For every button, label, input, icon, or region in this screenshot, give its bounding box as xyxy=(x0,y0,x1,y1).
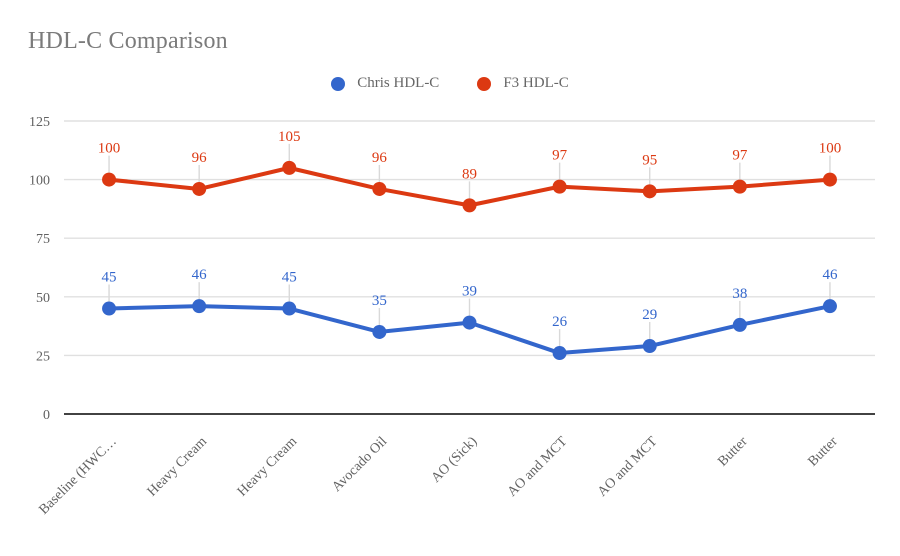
legend-label-f3: F3 HDL-C xyxy=(503,75,569,91)
legend-marker-f3-icon xyxy=(477,76,492,91)
chart-title: HDL-C Comparison xyxy=(28,28,228,54)
point-value-label: 100 xyxy=(98,141,121,157)
point-value-label: 100 xyxy=(819,141,842,157)
data-point-f3-hdl-c-4[interactable] xyxy=(462,198,477,213)
data-point-chris-hdl-c-0[interactable] xyxy=(102,301,117,316)
point-value-label: 29 xyxy=(642,307,657,323)
point-value-label: 35 xyxy=(372,293,387,309)
y-axis-tick-label: 125 xyxy=(29,115,50,130)
legend-label-chris: Chris HDL-C xyxy=(357,75,440,91)
data-point-f3-hdl-c-8[interactable] xyxy=(822,172,837,187)
y-axis-tick-label: 0 xyxy=(43,408,50,423)
data-point-f3-hdl-c-7[interactable] xyxy=(732,179,747,194)
point-value-label: 45 xyxy=(102,270,117,286)
data-point-f3-hdl-c-2[interactable] xyxy=(282,160,297,175)
x-axis-category-label: Avocado Oil xyxy=(329,434,390,495)
data-point-f3-hdl-c-0[interactable] xyxy=(102,172,117,187)
point-value-label: 39 xyxy=(462,284,477,300)
data-point-f3-hdl-c-1[interactable] xyxy=(192,181,207,196)
x-axis-category-label: AO (Sick) xyxy=(429,434,481,486)
legend-marker-chris-icon xyxy=(331,76,346,91)
legend-item-f3-hdl-c[interactable]: F3 HDL-C xyxy=(477,75,569,92)
point-value-label: 46 xyxy=(822,267,838,283)
x-axis-category-label: Heavy Cream xyxy=(235,434,300,499)
data-point-chris-hdl-c-2[interactable] xyxy=(282,301,297,316)
x-axis-category-label: Butter xyxy=(715,434,751,470)
x-axis-category-label: Butter xyxy=(805,434,841,470)
point-value-label: 97 xyxy=(552,148,568,164)
data-point-f3-hdl-c-3[interactable] xyxy=(372,181,387,196)
x-axis-category-label: AO and MCT xyxy=(505,434,571,500)
x-axis-category-label: Baseline (HWC… xyxy=(36,434,119,517)
point-value-label: 95 xyxy=(642,152,657,168)
data-point-chris-hdl-c-6[interactable] xyxy=(642,339,657,354)
y-axis-tick-label: 75 xyxy=(36,232,50,247)
chart-legend: Chris HDL-C F3 HDL-C xyxy=(0,75,900,92)
data-point-chris-hdl-c-8[interactable] xyxy=(822,299,837,314)
x-axis-category-label: AO and MCT xyxy=(595,434,661,500)
y-axis-tick-label: 100 xyxy=(29,174,50,189)
data-point-f3-hdl-c-6[interactable] xyxy=(642,184,657,199)
point-value-label: 26 xyxy=(552,314,568,330)
point-value-label: 105 xyxy=(278,129,301,145)
point-value-label: 96 xyxy=(372,150,388,166)
y-axis-tick-label: 25 xyxy=(36,349,50,364)
y-axis-tick-label: 50 xyxy=(36,291,50,306)
point-value-label: 89 xyxy=(462,166,477,182)
data-point-chris-hdl-c-1[interactable] xyxy=(192,299,207,314)
point-value-label: 46 xyxy=(192,267,208,283)
legend-item-chris-hdl-c[interactable]: Chris HDL-C xyxy=(331,75,439,92)
data-point-chris-hdl-c-4[interactable] xyxy=(462,315,477,330)
data-point-chris-hdl-c-7[interactable] xyxy=(732,317,747,332)
data-point-f3-hdl-c-5[interactable] xyxy=(552,179,567,194)
x-axis-category-label: Heavy Cream xyxy=(145,434,210,499)
data-point-chris-hdl-c-3[interactable] xyxy=(372,324,387,339)
data-point-chris-hdl-c-5[interactable] xyxy=(552,346,567,361)
point-value-label: 97 xyxy=(732,148,748,164)
point-value-label: 45 xyxy=(282,270,297,286)
point-value-label: 38 xyxy=(732,286,747,302)
point-value-label: 96 xyxy=(192,150,208,166)
